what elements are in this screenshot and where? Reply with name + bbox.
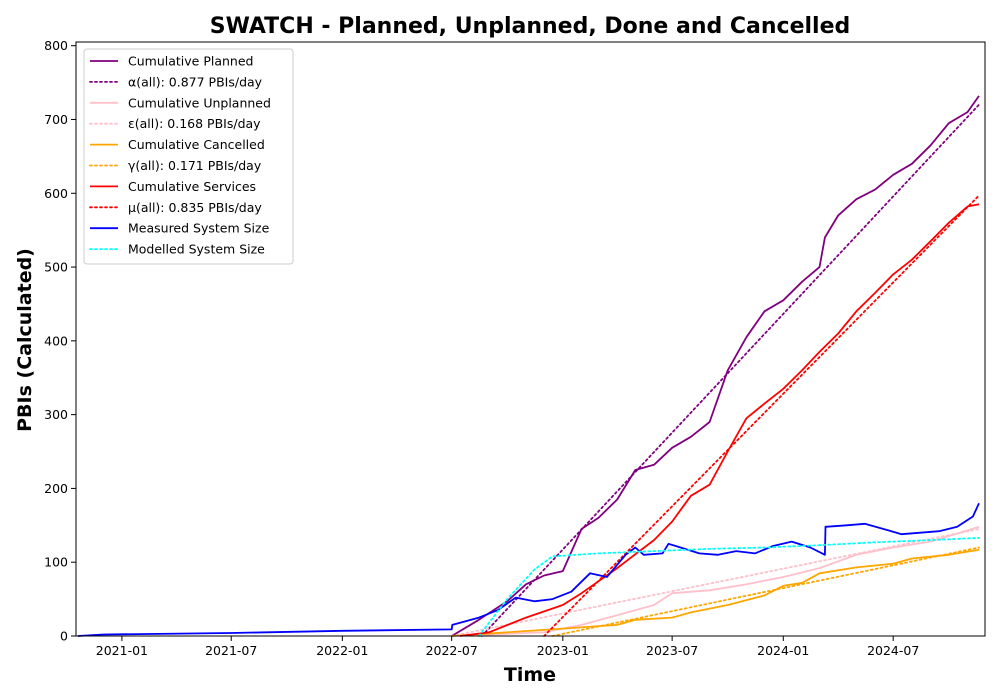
legend: Cumulative Planned α(all): 0.877 PBIs/day…: [83, 48, 294, 265]
legend-label: α(all): 0.877 PBIs/day: [128, 74, 263, 89]
y-axis: 0 100 200 300 400 500 600 700 800: [44, 38, 76, 644]
y-tick-label: 600: [44, 186, 68, 201]
legend-label: Measured System Size: [128, 221, 270, 236]
y-tick-label: 300: [44, 407, 68, 422]
x-tick-label: 2024-01: [757, 643, 809, 658]
x-tick-label: 2023-07: [646, 643, 698, 658]
series-line-6: [459, 203, 980, 637]
y-axis-label: PBIs (Calculated): [14, 248, 36, 432]
y-tick-label: 700: [44, 112, 68, 127]
series-line-3: [450, 528, 980, 637]
x-tick-label: 2021-01: [96, 643, 148, 658]
legend-label: Cumulative Planned: [128, 54, 253, 69]
y-tick-label: 100: [44, 555, 68, 570]
x-tick-label: 2022-07: [426, 643, 478, 658]
legend-label: Modelled System Size: [128, 242, 265, 257]
series-line-2: [451, 525, 980, 637]
x-axis: 2021-01 2021-07 2022-01 2022-07 2023-01 2023-…: [96, 636, 919, 658]
legend-label: γ(all): 0.171 PBIs/day: [128, 158, 262, 173]
legend-label: Cumulative Services: [128, 179, 256, 194]
x-tick-label: 2022-01: [316, 643, 368, 658]
legend-label: μ(all): 0.835 PBIs/day: [128, 200, 262, 215]
series-line-5: [551, 546, 980, 637]
series-line-1: [480, 103, 980, 637]
legend-label: Cumulative Unplanned: [128, 95, 271, 110]
y-tick-label: 800: [44, 38, 68, 53]
x-tick-label: 2024-07: [867, 643, 919, 658]
x-tick-label: 2023-01: [537, 643, 589, 658]
series-line-9: [477, 537, 980, 637]
chart-title: SWATCH - Planned, Unplanned, Done and Ca…: [210, 14, 851, 39]
y-tick-label: 500: [44, 260, 68, 275]
legend-label: Cumulative Cancelled: [128, 137, 265, 152]
series-layer: [77, 95, 980, 637]
x-axis-label: Time: [504, 664, 556, 686]
series-line-0: [451, 95, 980, 637]
plot-frame: [75, 41, 986, 637]
y-tick-label: 400: [44, 333, 68, 348]
legend-label: ε(all): 0.168 PBIs/day: [128, 116, 261, 131]
series-line-7: [543, 194, 980, 637]
series-line-8: [77, 502, 980, 637]
y-tick-label: 0: [60, 629, 68, 644]
legend-box: [83, 48, 294, 265]
series-line-4: [451, 548, 980, 637]
x-tick-label: 2021-07: [205, 643, 257, 658]
y-tick-label: 200: [44, 481, 68, 496]
